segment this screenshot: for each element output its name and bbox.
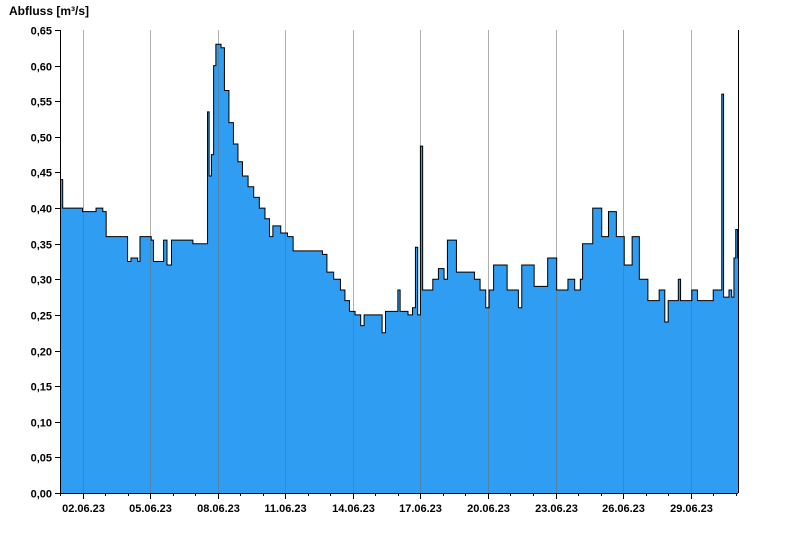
y-tick-label: 0,65 <box>31 26 52 38</box>
discharge-area-fill <box>60 44 738 493</box>
x-tick-label: 05.06.23 <box>129 503 172 515</box>
x-tick-label: 29.06.23 <box>670 503 713 515</box>
y-tick-label: 0,40 <box>31 204 52 216</box>
x-tick-label: 26.06.23 <box>602 503 645 515</box>
x-tick-label: 02.06.23 <box>62 503 105 515</box>
y-tick-label: 0,60 <box>31 62 52 74</box>
y-tick-label: 0,45 <box>31 168 52 180</box>
x-tick-label: 23.06.23 <box>535 503 578 515</box>
x-tick-label: 14.06.23 <box>332 503 375 515</box>
x-tick-label: 08.06.23 <box>197 503 240 515</box>
x-tick-label: 20.06.23 <box>467 503 510 515</box>
y-tick-label: 0,35 <box>31 240 52 252</box>
discharge-line <box>60 43 739 334</box>
y-tick-label: 0,55 <box>31 97 52 109</box>
y-tick-label: 0,05 <box>31 453 52 465</box>
y-tick-label: 0,25 <box>31 311 52 323</box>
y-tick-label: 0,15 <box>31 382 52 394</box>
x-tick-label: 17.06.23 <box>399 503 442 515</box>
y-tick-label: 0,50 <box>31 133 52 145</box>
y-tick-label: 0,30 <box>31 275 52 287</box>
y-tick-label: 0,20 <box>31 347 52 359</box>
x-tick-label: 11.06.23 <box>264 503 306 515</box>
chart-title: Abfluss [m³/s] <box>9 4 90 18</box>
y-tick-label: 0,00 <box>31 489 52 501</box>
y-tick-label: 0,10 <box>31 418 52 430</box>
